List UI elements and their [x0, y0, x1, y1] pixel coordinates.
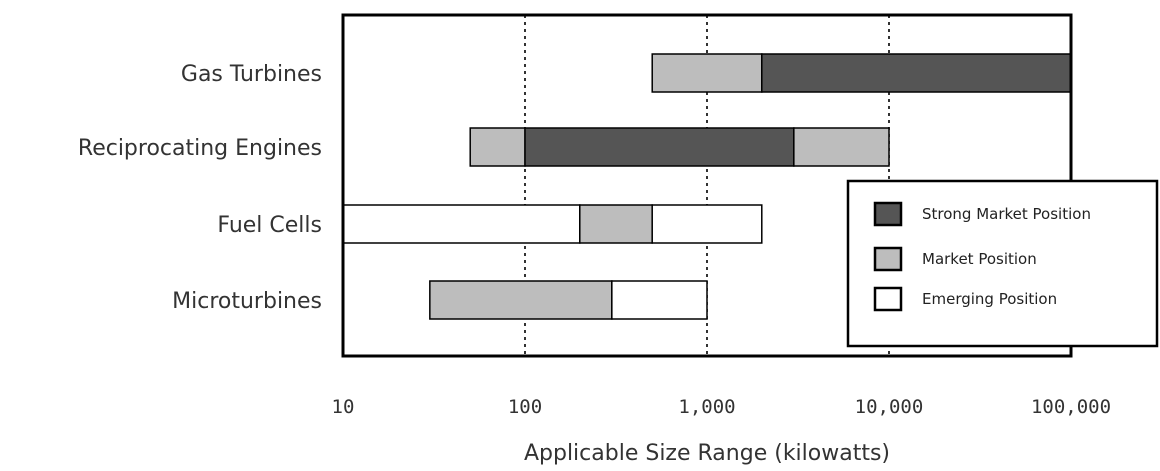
category-label: Microturbines: [172, 289, 322, 314]
legend-swatch-market: [873, 246, 903, 272]
legend-label: Emerging Position: [922, 290, 1057, 308]
x-tick-labels: 10 100 1,000 10,000 100,000: [332, 396, 1111, 418]
bar-segment-market: [429, 280, 613, 320]
x-tick-label: 1,000: [678, 396, 735, 418]
bar-segment-emerging: [651, 204, 763, 244]
category-label: Reciprocating Engines: [78, 136, 322, 161]
x-tick-label: 10,000: [855, 396, 924, 418]
bar-segment-strong: [761, 53, 1072, 93]
bar-segment-market: [793, 127, 890, 167]
x-axis-title: Applicable Size Range (kilowatts): [524, 441, 890, 466]
bar-segment-market: [579, 204, 653, 244]
x-tick-label: 10: [332, 396, 355, 418]
legend-swatch-emerging: [873, 286, 903, 312]
x-tick-label: 100,000: [1031, 396, 1111, 418]
bar-segment-market: [651, 53, 763, 93]
bar-segment-emerging: [342, 204, 581, 244]
legend-label: Strong Market Position: [922, 205, 1091, 223]
legend-label: Market Position: [922, 250, 1037, 268]
category-label: Fuel Cells: [217, 213, 322, 238]
category-label: Gas Turbines: [181, 62, 322, 87]
bar-segment-market: [469, 127, 526, 167]
bar-segment-strong: [524, 127, 795, 167]
category-labels: Gas Turbines Reciprocating Engines Fuel Ce…: [78, 62, 322, 314]
x-tick-label: 100: [508, 396, 542, 418]
bars: [342, 53, 1072, 320]
bar-segment-emerging: [611, 280, 708, 320]
legend: Strong Market Position Market Position Eme…: [846, 179, 1159, 348]
legend-swatch-strong: [873, 201, 903, 227]
